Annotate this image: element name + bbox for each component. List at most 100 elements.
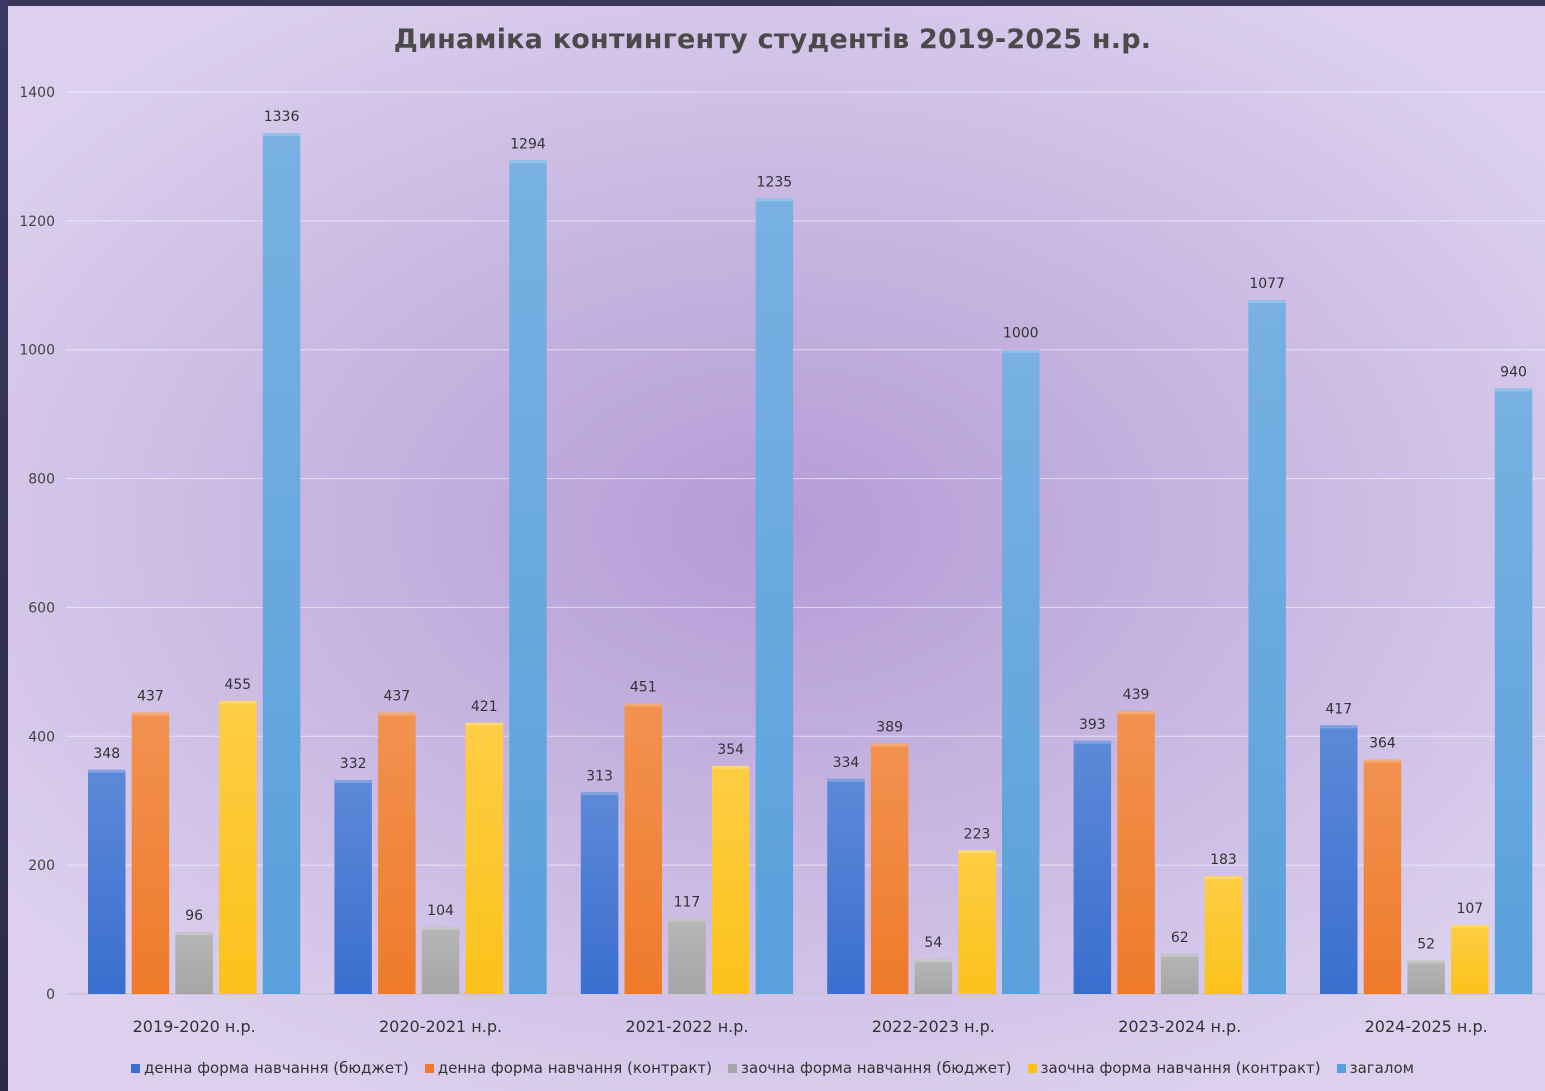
bar-highlight	[88, 769, 126, 773]
bar-highlight	[1073, 740, 1112, 744]
bar	[1002, 349, 1040, 994]
data-label: 437	[383, 688, 410, 704]
bar	[755, 198, 794, 995]
legend-label: денна форма навчання (бюджет)	[144, 1059, 409, 1077]
legend-label: денна форма навчання (контракт)	[437, 1059, 713, 1077]
bar	[1117, 711, 1155, 994]
bar-highlight	[1161, 954, 1199, 958]
data-label: 437	[137, 688, 164, 704]
data-label: 393	[1079, 717, 1106, 733]
data-label: 348	[93, 746, 120, 762]
legend-item: заочна форма навчання (контракт)	[1027, 1059, 1321, 1077]
x-category-label: 2023-2024 н.р.	[1118, 1017, 1241, 1036]
y-tick-label: 800	[28, 472, 55, 488]
bar-highlight	[175, 932, 213, 936]
data-label: 439	[1123, 687, 1150, 703]
bar	[624, 703, 662, 994]
bar-highlight	[1204, 876, 1243, 880]
bar-highlight	[1407, 960, 1445, 964]
bar	[509, 160, 547, 994]
x-axis-categories: 2019-2020 н.р. 2020-2021 н.р. 2021-2022 н.…	[133, 1017, 1488, 1036]
bar-highlight	[624, 703, 662, 707]
bar	[262, 133, 301, 995]
bar-highlight	[580, 792, 619, 796]
legend-label: загалом	[1349, 1059, 1414, 1077]
data-label: 421	[471, 699, 498, 715]
legend-swatch	[424, 1063, 434, 1073]
data-label: 389	[876, 719, 903, 735]
data-label: 451	[630, 679, 657, 695]
data-label: 1077	[1249, 276, 1285, 292]
bar-highlight	[870, 743, 909, 747]
gridlines	[66, 91, 1545, 995]
bar-highlight	[509, 160, 547, 164]
y-tick-label: 400	[28, 729, 55, 745]
x-category-label: 2019-2020 н.р.	[133, 1017, 256, 1036]
data-label: 354	[717, 742, 744, 758]
bar-highlight	[262, 133, 301, 137]
y-tick-label: 1400	[19, 85, 55, 101]
y-tick-label: 200	[28, 858, 55, 874]
bar-highlight	[1002, 349, 1040, 353]
legend-swatch	[728, 1063, 738, 1073]
data-label: 117	[674, 895, 701, 911]
x-category-label: 2022-2023 н.р.	[872, 1017, 995, 1036]
bar	[465, 722, 503, 994]
legend-item: денна форма навчання (контракт)	[424, 1059, 713, 1077]
data-label: 1235	[757, 174, 793, 190]
bar	[175, 932, 213, 994]
bar	[1494, 388, 1533, 994]
bar	[378, 712, 416, 994]
bar-highlight	[1451, 925, 1489, 929]
bar-highlight	[131, 712, 170, 716]
bar	[958, 850, 996, 994]
legend-swatch	[131, 1063, 141, 1073]
bar	[131, 712, 170, 994]
bar	[1451, 925, 1489, 994]
data-label: 364	[1369, 735, 1396, 751]
data-label: 455	[224, 677, 251, 693]
data-label: 223	[964, 826, 991, 842]
bar-highlight	[219, 700, 257, 704]
window-top-strip	[0, 0, 1545, 6]
bar	[1248, 300, 1286, 995]
data-label: 417	[1325, 701, 1352, 717]
legend-label: заочна форма навчання (контракт)	[1040, 1059, 1321, 1077]
data-label: 332	[340, 756, 367, 772]
bar	[334, 780, 372, 994]
bar-highlight	[378, 712, 416, 716]
bar-highlight	[827, 778, 865, 782]
bars	[88, 133, 1533, 995]
bar	[1363, 759, 1402, 994]
data-label: 313	[586, 768, 613, 784]
data-label: 107	[1456, 901, 1483, 917]
bar-highlight	[958, 850, 996, 854]
bar	[88, 769, 126, 994]
y-tick-label: 1000	[19, 343, 55, 359]
bar	[1204, 876, 1243, 994]
bar-chart: 0 200 400 600 800 1000 1200 1400 348 437 96 455 133…	[19, 85, 1545, 1036]
x-category-label: 2020-2021 н.р.	[379, 1017, 502, 1036]
data-labels: 348 437 96 455 1336 332 437 104 421 1294 313 451 117…	[93, 109, 1527, 952]
bar	[1407, 960, 1445, 994]
bar	[1161, 954, 1199, 994]
data-label: 52	[1417, 936, 1435, 952]
bar-highlight	[1117, 711, 1155, 715]
bar-highlight	[465, 722, 503, 726]
bar	[421, 926, 460, 994]
bar-highlight	[1248, 300, 1286, 304]
bar-highlight	[755, 198, 794, 202]
x-category-label: 2024-2025 н.р.	[1365, 1017, 1488, 1036]
bar-highlight	[914, 959, 953, 963]
bar-highlight	[421, 926, 460, 930]
bar	[711, 765, 750, 994]
bar-highlight	[334, 780, 372, 784]
bar	[914, 959, 953, 994]
window-left-strip	[0, 0, 8, 1091]
legend-item: заочна форма навчання (бюджет)	[728, 1059, 1012, 1077]
bar-highlight	[1320, 725, 1358, 729]
bar	[219, 700, 257, 994]
y-tick-label: 0	[46, 987, 55, 1003]
data-label: 54	[924, 935, 942, 951]
legend: денна форма навчання (бюджет) денна форма…	[0, 1059, 1545, 1077]
